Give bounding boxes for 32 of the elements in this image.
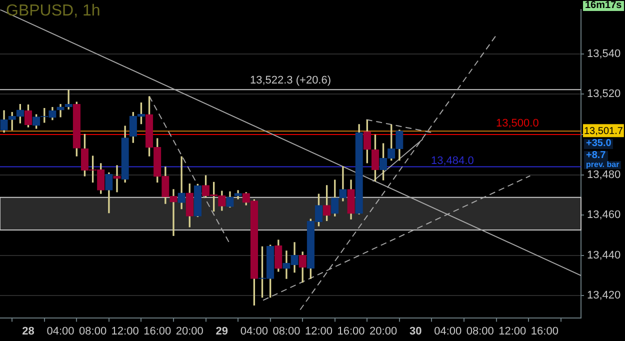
x-tick-label: 20:00: [176, 325, 204, 338]
x-tick-label: 28: [22, 325, 34, 338]
x-tick-label: 08:00: [272, 325, 300, 338]
y-tick-label: 13,420: [587, 290, 621, 302]
ref-line-label: 13,484.0: [431, 154, 474, 167]
y-tick-label: 13,540: [587, 48, 621, 60]
x-tick-label: 16:00: [530, 325, 558, 338]
ref-line-label: 13,501.7: [584, 126, 624, 137]
x-tick-label: 30: [409, 325, 422, 338]
text: 16m17s: [583, 0, 624, 11]
x-tick-label: 12:00: [111, 325, 139, 338]
text: prev. bar: [584, 160, 622, 169]
y-tick-label: 13,440: [587, 249, 621, 262]
x-tick-label: 04:00: [434, 325, 462, 338]
x-tick-label: 12:00: [304, 325, 333, 338]
x-tick-label: 08:00: [79, 325, 107, 338]
x-tick-label: 29: [216, 325, 228, 338]
x-tick-label: 16:00: [337, 325, 365, 338]
x-tick-label: 20:00: [370, 325, 398, 338]
x-tick-label: 04:00: [46, 325, 74, 338]
ref-line-label: 13,500.0: [496, 118, 539, 130]
text: +8.7: [584, 150, 608, 161]
y-tick-label: 13,520: [587, 88, 621, 100]
ref-line-label: 13,522.3 (+20.6): [250, 74, 332, 87]
y-tick-label: 13,460: [587, 209, 621, 222]
y-tick-label: 13,480: [587, 168, 621, 181]
x-tick-label: 08:00: [466, 325, 494, 338]
x-tick-label: 16:00: [144, 325, 172, 338]
x-tick-label: 04:00: [240, 325, 268, 338]
chart-title: GBPUSD, 1h: [6, 2, 100, 20]
text: +35.0: [584, 138, 614, 149]
x-tick-label: 12:00: [498, 325, 526, 338]
